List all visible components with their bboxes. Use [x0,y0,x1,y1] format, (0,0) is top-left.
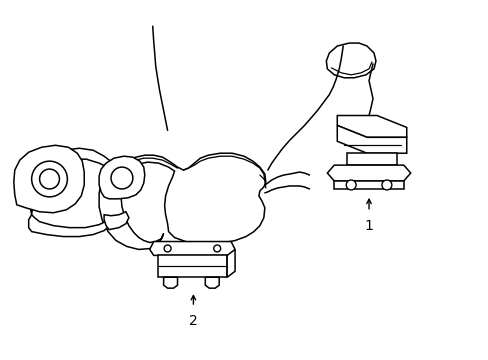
Polygon shape [337,125,406,153]
Circle shape [164,245,171,252]
Circle shape [40,169,60,189]
Polygon shape [163,277,177,288]
Polygon shape [104,212,129,230]
Polygon shape [326,165,410,181]
Circle shape [111,167,133,189]
Circle shape [381,180,391,190]
Polygon shape [346,153,396,165]
Polygon shape [99,156,144,199]
Polygon shape [226,249,235,277]
Circle shape [346,180,355,190]
Polygon shape [149,242,235,255]
Polygon shape [334,181,403,189]
Polygon shape [205,277,219,288]
Text: 1: 1 [364,219,373,233]
Circle shape [32,161,67,197]
Polygon shape [325,43,375,78]
Text: 2: 2 [189,314,197,328]
Polygon shape [14,145,84,213]
Circle shape [213,245,220,252]
Polygon shape [337,116,406,137]
Polygon shape [157,255,226,277]
Polygon shape [29,148,265,249]
Polygon shape [29,215,113,237]
